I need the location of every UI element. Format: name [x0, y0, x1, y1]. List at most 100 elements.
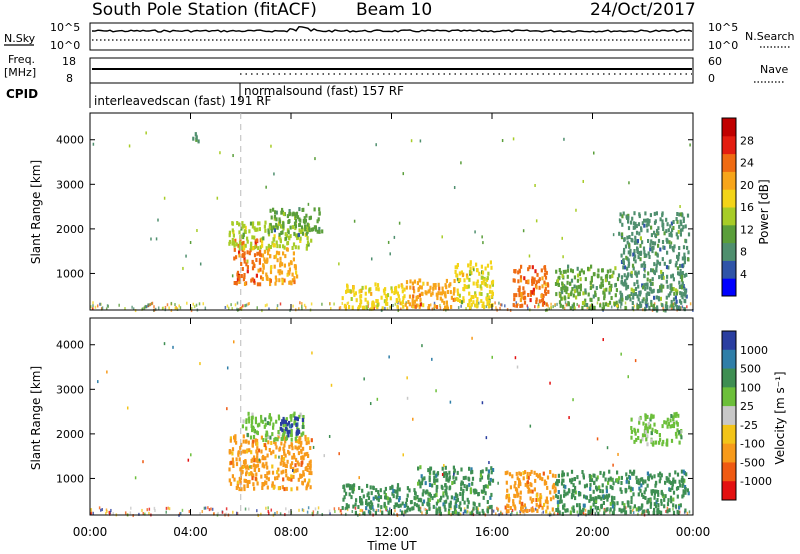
heatmap-cell: [276, 307, 278, 311]
heatmap-cell: [682, 225, 685, 230]
heatmap-cell: [655, 500, 658, 505]
heatmap-cell: [370, 307, 373, 311]
heatmap-cell: [652, 510, 655, 515]
heatmap-cell: [623, 237, 626, 242]
heatmap-cell: [643, 250, 646, 255]
heatmap-cell: [316, 512, 318, 516]
nsky-trace: [91, 25, 693, 33]
heatmap-cell: [569, 306, 572, 311]
heatmap-cell: [418, 304, 421, 309]
heatmap-cell: [287, 235, 291, 240]
heatmap-cell: [373, 508, 375, 512]
heatmap-cell: [306, 236, 309, 241]
heatmap-cell: [570, 278, 574, 283]
heatmap-cell: [582, 270, 585, 275]
heatmap-cell: [559, 494, 562, 499]
heatmap-cell: [486, 297, 489, 302]
heatmap-cell: [452, 465, 455, 470]
heatmap-cell: [163, 196, 166, 200]
heatmap-cell: [386, 509, 389, 513]
heatmap-cell: [445, 477, 448, 482]
heatmap-cell: [644, 487, 647, 492]
heatmap-cell: [514, 506, 517, 511]
heatmap-cell: [244, 439, 248, 444]
heatmap-cell: [686, 213, 690, 218]
heatmap-cell: [681, 282, 684, 287]
heatmap-cell: [274, 254, 278, 259]
heatmap-cell: [541, 284, 544, 289]
heatmap-cell: [533, 470, 536, 475]
heatmap-cell: [402, 296, 405, 301]
heatmap-cell: [679, 232, 682, 237]
heatmap-cell: [631, 471, 634, 476]
heatmap-cell: [553, 511, 556, 515]
heatmap-cell: [570, 290, 573, 295]
heatmap-cell: [458, 504, 461, 509]
heatmap-cell: [221, 510, 224, 514]
heatmap-cell: [641, 299, 644, 304]
heatmap-cell: [601, 268, 604, 273]
heatmap-cell: [293, 280, 296, 285]
x-tick-label: 04:00: [173, 525, 208, 539]
heatmap-cell: [678, 430, 681, 435]
heatmap-cell: [491, 279, 495, 284]
heatmap-cell: [621, 297, 624, 302]
heatmap-cell: [426, 281, 429, 286]
heatmap-cell: [536, 509, 539, 513]
heatmap-cell: [648, 498, 651, 503]
heatmap-cell: [101, 508, 104, 512]
heatmap-cell: [439, 303, 441, 307]
heatmap-cell: [231, 228, 234, 233]
heatmap-cell: [518, 285, 521, 290]
heatmap-cell: [368, 501, 371, 506]
heatmap-cell: [172, 345, 174, 349]
heatmap-cell: [684, 293, 687, 298]
heatmap-cell: [434, 283, 437, 287]
heatmap-cell: [323, 454, 326, 458]
heatmap-cell: [278, 222, 281, 227]
heatmap-cell: [410, 500, 413, 504]
heatmap-cell: [251, 277, 254, 282]
heatmap-cell: [543, 481, 546, 486]
heatmap-cell: [92, 301, 94, 305]
heatmap-cell: [669, 244, 672, 249]
heatmap-cell: [265, 475, 268, 480]
heatmap-cell: [345, 289, 348, 294]
heatmap-cell: [666, 509, 669, 514]
heatmap-cell: [501, 139, 504, 143]
heatmap-cell: [294, 224, 297, 229]
heatmap-cell: [375, 299, 378, 303]
heatmap-cell: [541, 477, 544, 482]
heatmap-cell: [283, 487, 286, 492]
heatmap-cell: [667, 228, 670, 233]
heatmap-cell: [630, 495, 633, 500]
heatmap-cell: [621, 281, 624, 286]
heatmap-cell: [559, 497, 562, 502]
heatmap-cell: [485, 436, 488, 440]
heatmap-cell: [618, 218, 621, 222]
heatmap-cell: [686, 488, 689, 493]
heatmap-cell: [248, 507, 250, 511]
heatmap-cell: [645, 301, 648, 306]
heatmap-cell: [590, 497, 593, 502]
heatmap-cell: [499, 306, 501, 310]
heatmap-cell: [252, 439, 255, 444]
heatmap-cell: [645, 509, 648, 513]
heatmap-cell: [464, 509, 467, 514]
heatmap-cell: [383, 291, 386, 296]
heatmap-cell: [245, 449, 248, 454]
heatmap-cell: [644, 413, 647, 418]
heatmap-cell: [534, 478, 537, 483]
heatmap-cell: [278, 219, 282, 224]
heatmap-cell: [650, 246, 653, 251]
heatmap-cell: [570, 469, 574, 474]
heatmap-cell: [419, 139, 422, 143]
heatmap-cell: [663, 497, 666, 502]
heatmap-cell: [647, 421, 650, 426]
heatmap-cell: [678, 306, 681, 310]
heatmap-cell: [359, 303, 362, 308]
heatmap-cell: [597, 268, 600, 273]
heatmap-cell: [535, 502, 538, 507]
heatmap-cell: [296, 417, 299, 422]
heatmap-cell: [236, 512, 239, 516]
